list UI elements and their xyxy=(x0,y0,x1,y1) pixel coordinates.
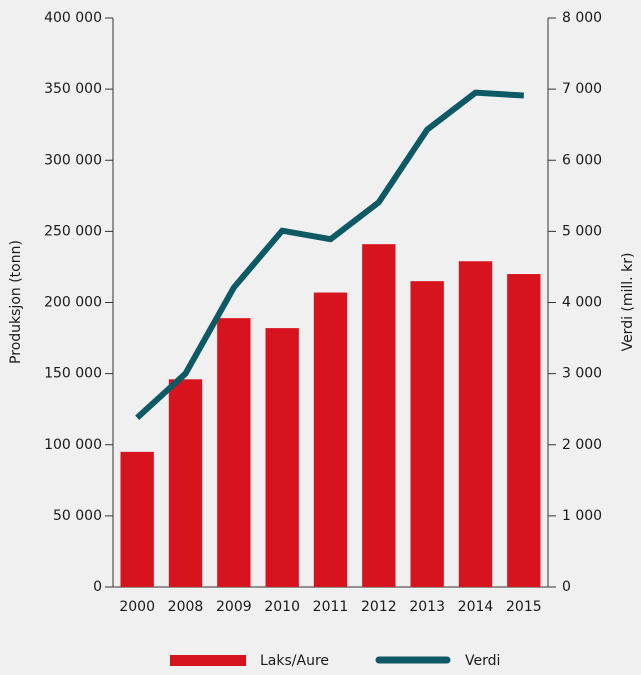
x-tick-label: 2013 xyxy=(409,599,445,615)
x-tick-label: 2008 xyxy=(168,599,204,615)
bar xyxy=(265,328,299,587)
y2-tick-label: 1 000 xyxy=(562,508,602,524)
y2-tick-label: 2 000 xyxy=(562,437,602,453)
y-tick-label: 100 000 xyxy=(44,437,102,453)
x-tick-label: 2014 xyxy=(458,599,494,615)
y-tick-label: 250 000 xyxy=(44,223,102,239)
legend-label: Laks/Aure xyxy=(260,653,329,669)
bar xyxy=(217,318,251,587)
line xyxy=(135,89,525,420)
x-tick-label: 2012 xyxy=(361,599,397,615)
bar xyxy=(362,244,396,588)
bar xyxy=(168,379,203,587)
legend-label: Verdi xyxy=(465,653,500,669)
y2-tick-label: 5 000 xyxy=(562,223,602,239)
x-tick-label: 2015 xyxy=(506,599,542,615)
x-tick-label: 2000 xyxy=(119,599,155,615)
bar xyxy=(507,274,541,587)
y2-tick-label: 6 000 xyxy=(562,152,602,168)
bar xyxy=(313,292,348,587)
y2-tick-label: 3 000 xyxy=(562,366,602,382)
y-tick-label: 350 000 xyxy=(44,81,102,97)
y2-tick-label: 0 xyxy=(562,579,571,595)
y-axis-label: Produksjon (tonn) xyxy=(8,240,24,364)
y-tick-label: 0 xyxy=(93,579,102,595)
legend-swatch xyxy=(170,655,246,666)
y2-tick-label: 4 000 xyxy=(562,295,602,311)
y2-tick-label: 8 000 xyxy=(562,10,602,26)
y2-axis-label: Verdi (mill. kr) xyxy=(620,253,636,352)
y2-tick-label: 7 000 xyxy=(562,81,602,97)
y-tick-label: 300 000 xyxy=(44,152,102,168)
bar xyxy=(410,281,444,587)
y-tick-label: 150 000 xyxy=(44,366,102,382)
x-tick-label: 2010 xyxy=(264,599,300,615)
y-tick-label: 200 000 xyxy=(44,295,102,311)
x-tick-label: 2011 xyxy=(313,599,349,615)
bar xyxy=(458,261,493,587)
y-tick-label: 400 000 xyxy=(44,10,102,26)
y-tick-label: 50 000 xyxy=(53,508,102,524)
x-tick-label: 2009 xyxy=(216,599,252,615)
bar xyxy=(120,451,154,587)
